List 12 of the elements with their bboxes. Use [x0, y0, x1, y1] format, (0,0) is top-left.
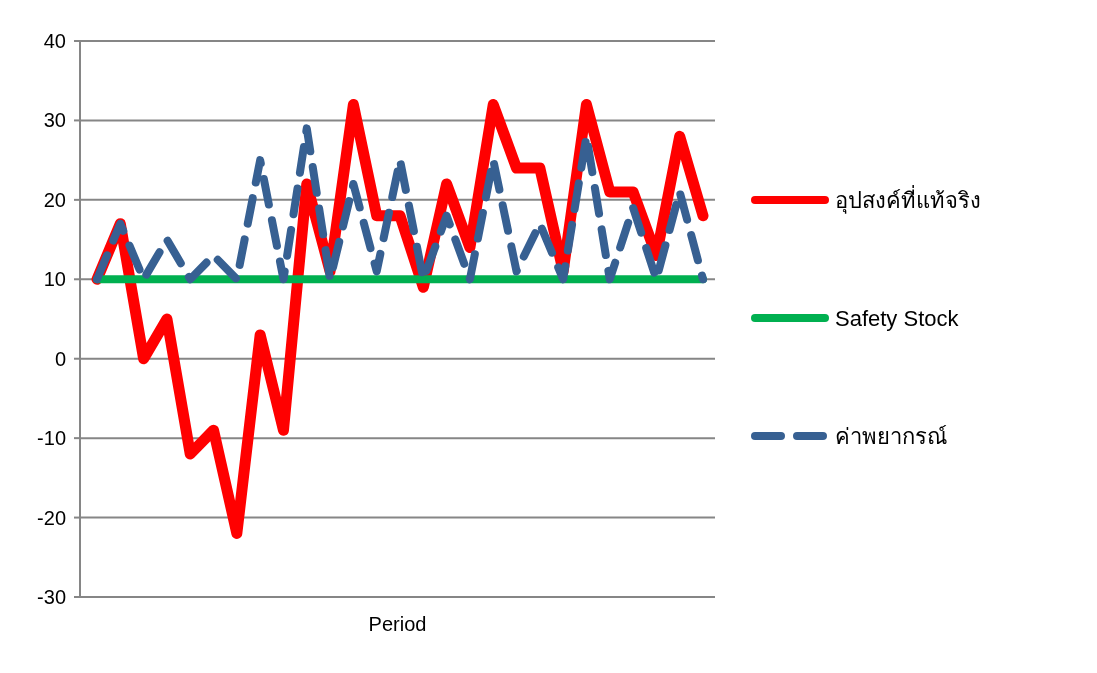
- legend-label: ค่าพยากรณ์: [835, 423, 947, 449]
- y-tick-label: 30: [43, 109, 66, 132]
- legend-label: Safety Stock: [835, 305, 960, 331]
- y-tick-label: 20: [43, 188, 66, 211]
- y-tick-label: -10: [37, 427, 66, 450]
- y-tick-label: 40: [43, 30, 66, 52]
- y-tick-label: 10: [43, 268, 66, 291]
- legend-label: อุปสงค์ที่แท้จริง: [835, 184, 981, 214]
- y-tick-label: -20: [37, 506, 66, 529]
- y-tick-label: -30: [37, 586, 66, 608]
- x-axis-title: Period: [368, 613, 427, 635]
- y-tick-label: 0: [54, 347, 66, 370]
